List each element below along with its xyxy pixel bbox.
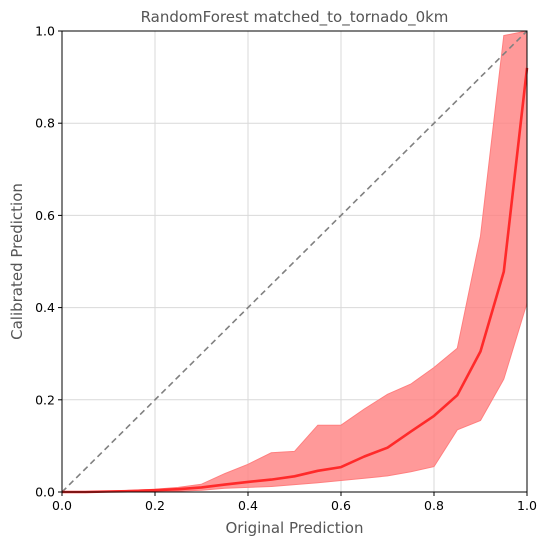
- y-tick-label: 0.4: [35, 300, 55, 315]
- y-tick-label: 1.0: [35, 24, 55, 39]
- y-tick-label: 0.2: [35, 392, 55, 407]
- x-axis-label: Original Prediction: [226, 519, 364, 537]
- reference-diagonal: [61, 30, 528, 493]
- axis-ticks: 0.0 0.2 0.4 0.6 0.8 1.0 0.0 0.2 0.4 0.6 0.8 1.0: [35, 24, 537, 514]
- x-tick-label: 0.2: [145, 498, 165, 513]
- x-tick-label: 0.0: [52, 498, 72, 513]
- x-tick-label: 1.0: [517, 498, 537, 513]
- y-tick-label: 0.8: [35, 116, 55, 131]
- x-tick-label: 0.8: [424, 498, 444, 513]
- y-tick-label: 0.0: [35, 485, 55, 500]
- chart-title: RandomForest matched_to_tornado_0km: [141, 8, 449, 27]
- x-tick-label: 0.6: [331, 498, 351, 513]
- plot-frame: [61, 30, 528, 493]
- y-tick-label: 0.6: [35, 208, 55, 223]
- y-axis-label: Calibrated Prediction: [8, 183, 26, 340]
- x-tick-label: 0.4: [238, 498, 258, 513]
- calibration-line: [62, 67, 529, 494]
